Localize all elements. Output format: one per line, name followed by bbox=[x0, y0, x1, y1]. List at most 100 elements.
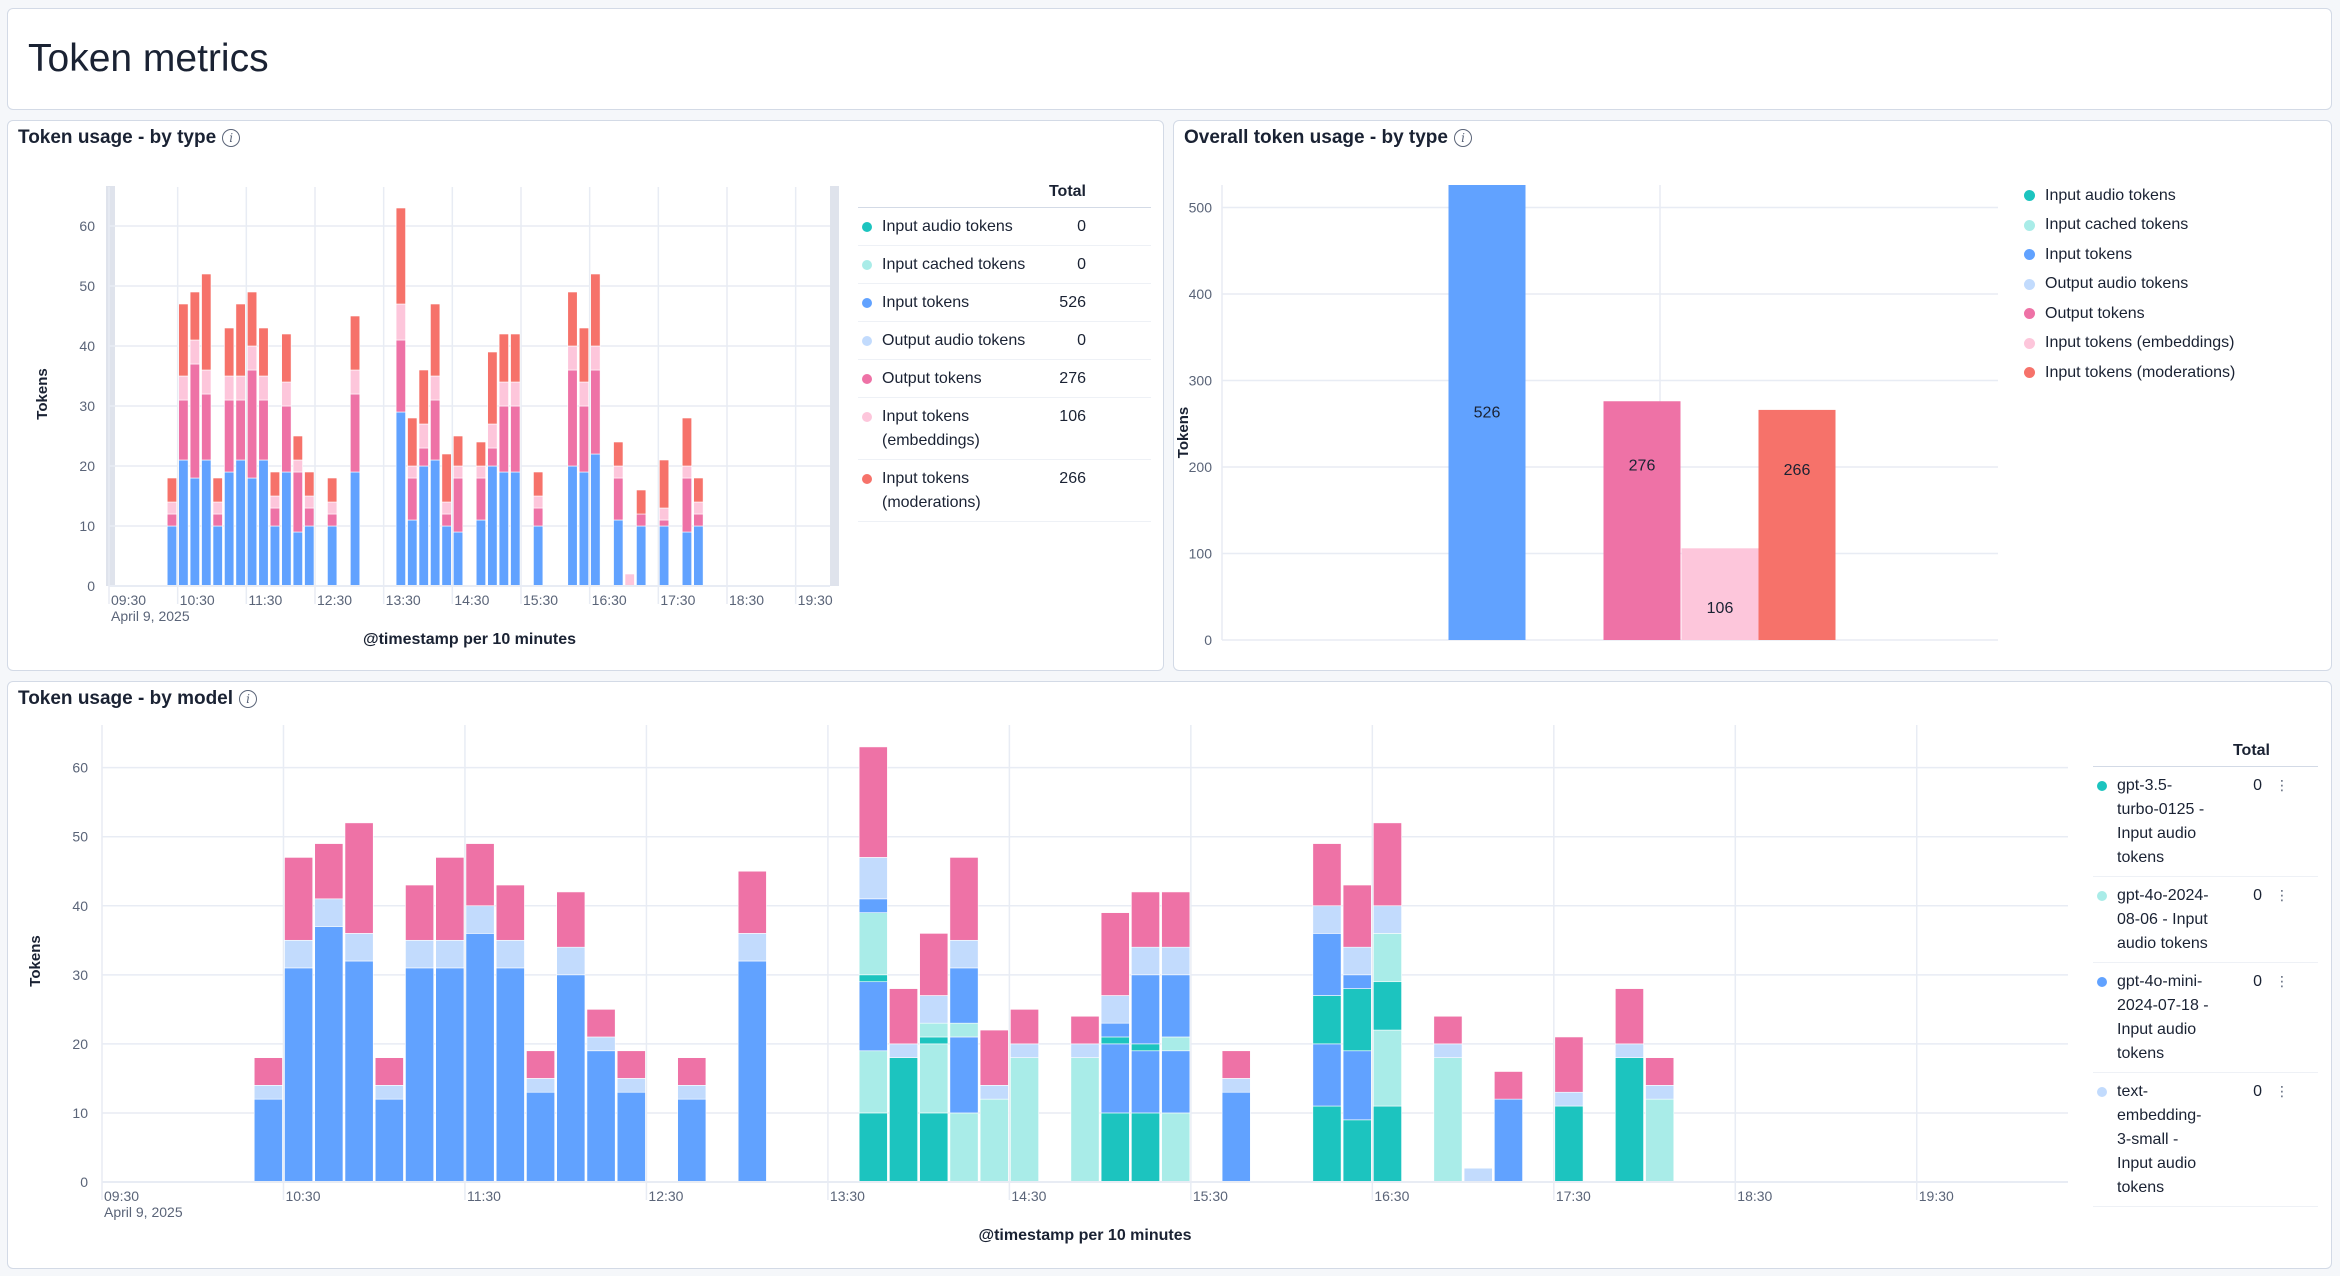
bar-segment-output_audio[interactable] bbox=[677, 1085, 707, 1100]
bar-stack-17:00[interactable] bbox=[1463, 1167, 1493, 1183]
bar-segment-input_cached[interactable] bbox=[858, 1050, 888, 1114]
bar-stack-10:20[interactable] bbox=[166, 477, 177, 587]
bar-segment-input[interactable] bbox=[374, 1098, 404, 1183]
bar-segment-output[interactable] bbox=[1554, 1036, 1584, 1093]
bar-input_moderations[interactable] bbox=[1758, 409, 1836, 640]
bar-segment-input[interactable] bbox=[510, 471, 521, 587]
bar-segment-input[interactable] bbox=[1100, 1043, 1130, 1114]
bar-segment-input_moderations[interactable] bbox=[258, 327, 269, 377]
bar-stack-13:40[interactable] bbox=[395, 207, 406, 587]
bar-segment-input[interactable] bbox=[613, 519, 624, 587]
bar-segment-output_audio[interactable] bbox=[616, 1078, 646, 1093]
bar-segment-input_cached[interactable] bbox=[1161, 1112, 1191, 1183]
bar-segment-input[interactable] bbox=[1312, 1043, 1342, 1107]
bar-segment-input[interactable] bbox=[435, 967, 465, 1183]
legend-item[interactable]: Output audio tokens bbox=[2024, 270, 2235, 300]
bar-segment-input[interactable] bbox=[693, 525, 704, 587]
bar-segment-input_embeddings[interactable] bbox=[578, 381, 589, 407]
bar-stack-16:20[interactable] bbox=[578, 327, 589, 587]
bar-segment-input_audio[interactable] bbox=[1615, 1057, 1644, 1183]
bar-stack-16:10[interactable] bbox=[1312, 843, 1342, 1183]
bar-segment-output[interactable] bbox=[405, 884, 435, 941]
bar-stack-11:00[interactable] bbox=[212, 477, 223, 587]
bar-segment-output[interactable] bbox=[487, 447, 498, 467]
bar-stack-18:00[interactable] bbox=[693, 477, 704, 587]
bar-stack-11:10[interactable] bbox=[224, 327, 235, 587]
bar-segment-input_embeddings[interactable] bbox=[624, 573, 635, 587]
bar-segment-input_moderations[interactable] bbox=[533, 471, 544, 497]
bar-segment-input_embeddings[interactable] bbox=[212, 501, 223, 515]
bar-segment-output[interactable] bbox=[430, 399, 441, 461]
bar-stack-14:50[interactable] bbox=[1070, 1015, 1100, 1183]
bar-segment-input[interactable] bbox=[224, 471, 235, 587]
bar-segment-output[interactable] bbox=[1615, 988, 1644, 1045]
bar-segment-input[interactable] bbox=[487, 465, 498, 587]
bar-stack-12:40[interactable] bbox=[327, 477, 338, 587]
bar-segment-output[interactable] bbox=[465, 843, 495, 907]
bar-stack-16:20[interactable] bbox=[1342, 884, 1372, 1183]
bar-stack-10:40[interactable] bbox=[314, 843, 344, 1183]
bar-stack-11:00[interactable] bbox=[374, 1057, 404, 1183]
bar-stack-17:50[interactable] bbox=[1615, 988, 1644, 1183]
bar-stack-11:40[interactable] bbox=[495, 884, 525, 1183]
bar-segment-input[interactable] bbox=[1342, 1050, 1372, 1121]
bar-segment-input[interactable] bbox=[677, 1098, 707, 1183]
bar-segment-output_audio[interactable] bbox=[526, 1078, 555, 1093]
bar-stack-13:50[interactable] bbox=[889, 988, 918, 1183]
bar-segment-output[interactable] bbox=[212, 513, 223, 527]
bar-segment-input_embeddings[interactable] bbox=[441, 501, 452, 515]
bar-segment-input_embeddings[interactable] bbox=[681, 465, 692, 479]
bar-segment-input_audio[interactable] bbox=[1373, 981, 1402, 1031]
bar-segment-input_audio[interactable] bbox=[1131, 1043, 1160, 1052]
bar-segment-input_embeddings[interactable] bbox=[533, 495, 544, 509]
bar-segment-input_embeddings[interactable] bbox=[475, 465, 486, 479]
bar-segment-input_embeddings[interactable] bbox=[498, 381, 509, 407]
bar-segment-input[interactable] bbox=[453, 531, 464, 587]
bar-segment-output[interactable] bbox=[578, 405, 589, 473]
bar-segment-output[interactable] bbox=[269, 507, 280, 527]
bar-segment-output[interactable] bbox=[737, 870, 767, 934]
bar-segment-output[interactable] bbox=[327, 513, 338, 527]
bar-segment-output[interactable] bbox=[475, 477, 486, 521]
bar-segment-output_audio[interactable] bbox=[1131, 946, 1160, 976]
bar-stack-10:50[interactable] bbox=[344, 822, 374, 1183]
bar-segment-output[interactable] bbox=[1161, 891, 1191, 948]
bar-segment-input_cached[interactable] bbox=[1161, 1036, 1191, 1052]
bar-segment-input_embeddings[interactable] bbox=[395, 303, 406, 341]
legend-item[interactable]: Input tokens 526 bbox=[858, 284, 1151, 322]
bar-segment-input_cached[interactable] bbox=[979, 1098, 1009, 1183]
bar-segment-input[interactable] bbox=[495, 967, 525, 1183]
bar-segment-input[interactable] bbox=[314, 926, 344, 1183]
bar-stack-18:00[interactable] bbox=[1645, 1057, 1675, 1183]
more-actions-icon[interactable]: ⋮ bbox=[2275, 887, 2289, 903]
bar-stack-16:30[interactable] bbox=[590, 273, 601, 587]
bar-segment-input_cached[interactable] bbox=[1373, 933, 1402, 983]
bar-segment-output[interactable] bbox=[510, 405, 521, 473]
bar-segment-output_audio[interactable] bbox=[737, 933, 767, 962]
bar-segment-output[interactable] bbox=[495, 884, 525, 941]
bar-segment-input[interactable] bbox=[858, 898, 888, 913]
bar-stack-15:40[interactable] bbox=[533, 471, 544, 587]
bar-segment-input[interactable] bbox=[253, 1098, 283, 1183]
bar-segment-input_embeddings[interactable] bbox=[590, 345, 601, 371]
bar-segment-input[interactable] bbox=[567, 465, 578, 587]
bar-segment-input_embeddings[interactable] bbox=[269, 495, 280, 509]
legend-item[interactable]: gpt-4o-mini-2024-07-18 - Input audio tok… bbox=[2093, 963, 2318, 1073]
bar-segment-input_audio[interactable] bbox=[1100, 1112, 1130, 1183]
bar-segment-input[interactable] bbox=[616, 1091, 646, 1183]
bar-segment-output[interactable] bbox=[1010, 1009, 1039, 1045]
bar-segment-output[interactable] bbox=[441, 513, 452, 527]
bar-segment-output[interactable] bbox=[613, 477, 624, 521]
bar-stack-11:50[interactable] bbox=[526, 1050, 555, 1183]
bar-stack-13:00[interactable] bbox=[737, 870, 767, 1183]
bar-segment-input[interactable] bbox=[659, 525, 670, 587]
bar-stack-16:10[interactable] bbox=[567, 291, 578, 587]
bar-stack-12:20[interactable] bbox=[616, 1050, 646, 1183]
legend-item[interactable]: Input tokens (embeddings) 106 bbox=[858, 398, 1151, 460]
bar-segment-input[interactable] bbox=[1161, 974, 1191, 1038]
bar-stack-12:00[interactable] bbox=[556, 891, 586, 1183]
bar-segment-output[interactable] bbox=[677, 1057, 707, 1086]
bar-segment-output[interactable] bbox=[889, 988, 918, 1045]
bar-segment-input_embeddings[interactable] bbox=[407, 465, 418, 479]
bar-segment-input_moderations[interactable] bbox=[487, 351, 498, 425]
